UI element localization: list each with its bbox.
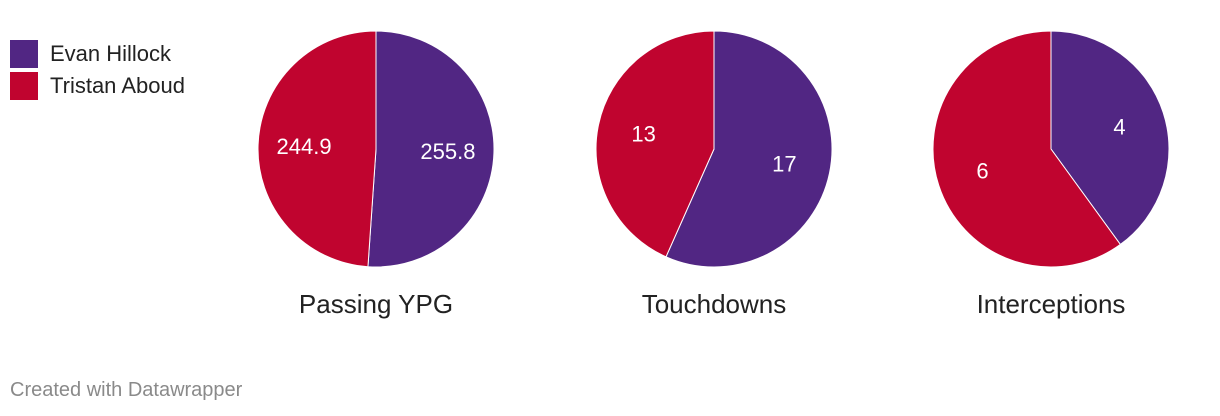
pie-title: Interceptions <box>977 289 1126 319</box>
pie-title: Passing YPG <box>299 289 453 319</box>
pie-slice-tristan-aboud[interactable] <box>595 30 715 258</box>
slice-value-label: 244.9 <box>277 134 332 159</box>
slice-value-label: 4 <box>1113 114 1125 139</box>
legend-label: Tristan Aboud <box>50 73 185 98</box>
pie-slice-evan-hillock[interactable] <box>367 30 495 268</box>
pie-slice-evan-hillock[interactable] <box>665 30 833 268</box>
slice-value-label: 255.8 <box>420 139 475 164</box>
legend-item-evan-hillock[interactable]: Evan Hillock <box>10 38 185 70</box>
legend-label: Evan Hillock <box>50 41 172 66</box>
slice-value-label: 13 <box>631 122 655 147</box>
legend-swatch-tristan-aboud <box>10 72 38 100</box>
pie-chart-touchdowns: 17 13 Touchdowns <box>595 30 833 319</box>
legend: Evan Hillock Tristan Aboud <box>10 38 185 102</box>
legend-swatch-evan-hillock <box>10 40 38 68</box>
pie-chart-interceptions: 4 6 Interceptions <box>932 30 1170 319</box>
slice-value-label: 6 <box>976 159 988 184</box>
pie-slice-tristan-aboud[interactable] <box>932 30 1122 268</box>
pie-slice-evan-hillock[interactable] <box>1050 30 1170 246</box>
legend-item-tristan-aboud[interactable]: Tristan Aboud <box>10 70 185 102</box>
slice-value-label: 17 <box>772 151 796 176</box>
pie-slice-tristan-aboud[interactable] <box>257 30 377 268</box>
pie-title: Touchdowns <box>642 289 787 319</box>
pie-chart-passing-ypg: 255.8 244.9 Passing YPG <box>257 30 495 319</box>
credit-text: Created with Datawrapper <box>10 379 243 401</box>
